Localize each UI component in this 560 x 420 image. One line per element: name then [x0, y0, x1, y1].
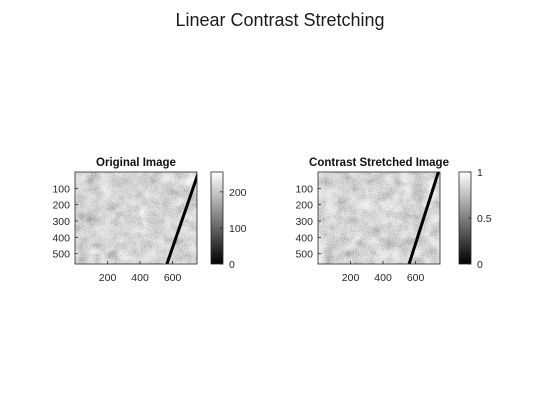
colorbar-tick-label: 0	[229, 259, 235, 271]
y-tick-label: 300	[295, 216, 313, 228]
y-tick-label: 200	[295, 200, 313, 212]
colorbar-tick-label: 0	[477, 259, 483, 271]
colorbar-tick-label: 100	[229, 223, 247, 235]
dark-line-feature	[407, 172, 440, 264]
image-area	[318, 172, 440, 264]
image-texture	[75, 172, 197, 264]
y-tick-label: 300	[52, 216, 70, 228]
x-tick-label: 400	[374, 272, 392, 284]
x-tick-label: 600	[407, 272, 425, 284]
y-tick-label: 400	[52, 232, 70, 244]
image-texture	[318, 172, 440, 264]
y-tick-label: 500	[295, 249, 313, 261]
axes-box	[74, 171, 198, 265]
axes-box	[317, 171, 441, 265]
y-tick-label: 100	[295, 183, 313, 195]
subplot-title: Contrast Stretched Image	[309, 157, 449, 169]
figure-title: Linear Contrast Stretching	[175, 10, 385, 30]
colorbar-tick-label: 0.5	[477, 213, 492, 225]
colorbar-tick-label: 1	[477, 167, 483, 179]
subplot-1: Original Image 200 400 600 100 200 300 400 500 0 1…	[52, 157, 246, 284]
x-tick-label: 200	[342, 272, 360, 284]
x-tick-label: 400	[131, 272, 149, 284]
subplot-2: Contrast Stretched Image 200 400 600 100 200 3…	[295, 157, 491, 284]
x-tick-label: 200	[99, 272, 117, 284]
colorbar-tick-label: 200	[229, 187, 247, 199]
dark-line-feature	[165, 172, 197, 264]
y-tick-label: 200	[52, 200, 70, 212]
y-tick-label: 100	[52, 183, 70, 195]
y-tick-label: 400	[295, 232, 313, 244]
x-tick-label: 600	[164, 272, 182, 284]
y-tick-label: 500	[52, 249, 70, 261]
colorbar	[210, 171, 224, 265]
image-area	[75, 172, 197, 264]
subplot-title: Original Image	[96, 157, 176, 169]
